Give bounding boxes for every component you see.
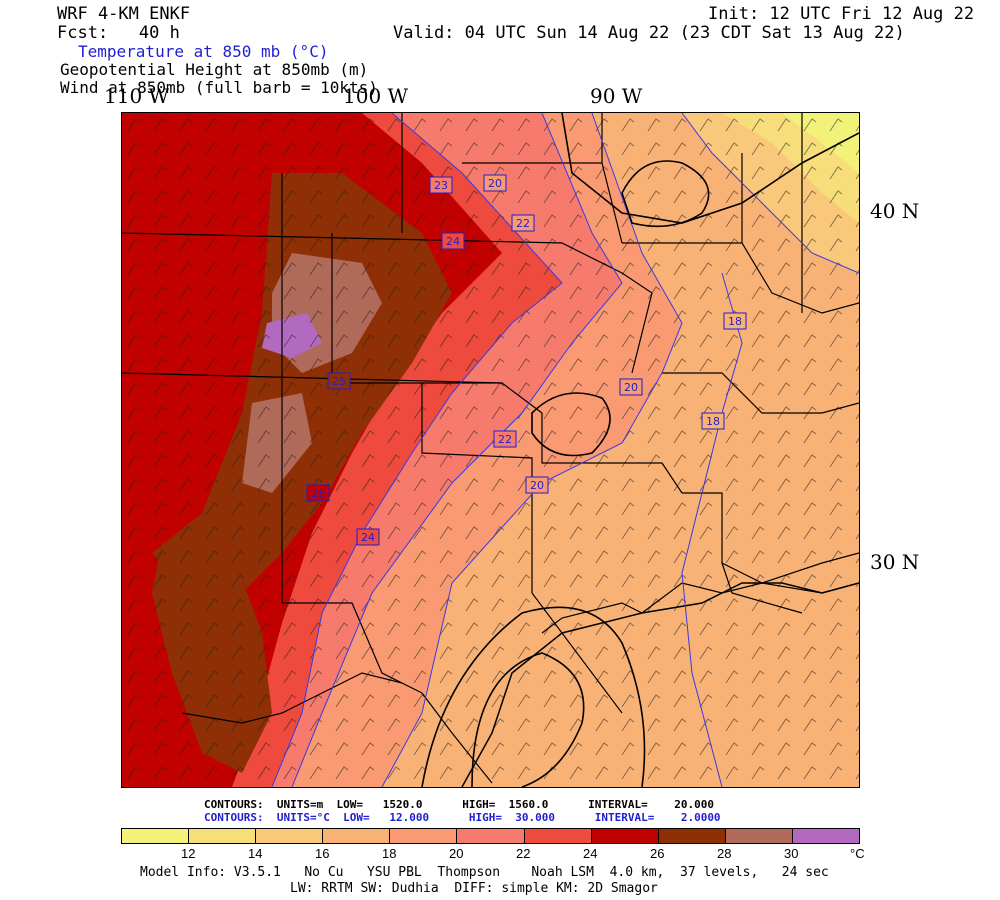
lon-label-90w: 90 W bbox=[590, 84, 643, 108]
color-swatch bbox=[725, 829, 793, 843]
isotherm-lines bbox=[271, 113, 859, 787]
contour-label: 26 bbox=[311, 487, 325, 500]
lat-label-30n: 30 N bbox=[870, 550, 920, 574]
color-swatch bbox=[122, 829, 190, 843]
valid-time: Valid: 04 UTC Sun 14 Aug 22 (23 CDT Sat … bbox=[393, 23, 905, 43]
wind-barbs bbox=[122, 113, 859, 787]
state-borders bbox=[122, 113, 859, 784]
contour-label: 22 bbox=[516, 217, 530, 230]
contour-label: 24 bbox=[361, 531, 375, 544]
color-swatch bbox=[792, 829, 860, 843]
contour-label-group: 23 20 22 24 25 26 24 22 20 20 18 18 bbox=[306, 174, 747, 546]
colorbar-unit: °C bbox=[850, 846, 865, 861]
model-info: Model Info: V3.5.1 No Cu YSU PBL Thompso… bbox=[140, 865, 829, 880]
contour-label: 22 bbox=[498, 433, 512, 446]
color-swatch bbox=[658, 829, 726, 843]
color-swatch bbox=[591, 829, 659, 843]
temp-contours-info: CONTOURS: UNITS=°C LOW= 12.000 HIGH= 30.… bbox=[204, 811, 721, 824]
colorbar-tick: 24 bbox=[583, 846, 598, 861]
contour-label: 20 bbox=[624, 381, 638, 394]
init-time: Init: 12 UTC Fri 12 Aug 22 bbox=[708, 4, 975, 24]
colorbar-tick: 20 bbox=[449, 846, 464, 861]
physics-info: LW: RRTM SW: Dudhia DIFF: simple KM: 2D … bbox=[290, 881, 658, 896]
colorbar-tick: 26 bbox=[650, 846, 665, 861]
colorbar-tick: 16 bbox=[315, 846, 330, 861]
field-temperature-label: Temperature at 850 mb (°C) bbox=[78, 42, 329, 61]
color-scale-bar bbox=[121, 828, 860, 844]
color-swatch bbox=[457, 829, 525, 843]
contour-label: 24 bbox=[446, 235, 460, 248]
lon-label-110w: 110 W bbox=[104, 84, 170, 108]
lat-label-40n: 40 N bbox=[870, 199, 920, 223]
colorbar-tick: 30 bbox=[784, 846, 799, 861]
color-swatch bbox=[390, 829, 458, 843]
height-contours-info: CONTOURS: UNITS=m LOW= 1520.0 HIGH= 1560… bbox=[204, 798, 714, 811]
contour-label: 23 bbox=[434, 179, 448, 192]
colorbar-tick: 18 bbox=[382, 846, 397, 861]
colorbar-tick: 28 bbox=[717, 846, 732, 861]
gulf-coastline bbox=[461, 582, 859, 787]
temperature-field-map: 23 20 22 24 25 26 24 22 20 20 18 18 bbox=[122, 113, 859, 787]
contour-label: 18 bbox=[706, 415, 720, 428]
contour-label: 20 bbox=[488, 177, 502, 190]
field-height-label: Geopotential Height at 850mb (m) bbox=[60, 60, 369, 79]
field-wind-label: Wind at 850mb (full barb = 10kts) bbox=[60, 78, 378, 97]
height-contours bbox=[421, 113, 859, 787]
colorbar-tick: 14 bbox=[248, 846, 263, 861]
colorbar-tick: 12 bbox=[181, 846, 196, 861]
color-swatch bbox=[323, 829, 391, 843]
contour-label: 20 bbox=[530, 479, 544, 492]
contour-label: 18 bbox=[728, 315, 742, 328]
color-swatch bbox=[256, 829, 324, 843]
map-panel: 23 20 22 24 25 26 24 22 20 20 18 18 bbox=[121, 112, 860, 788]
color-swatch bbox=[189, 829, 257, 843]
color-swatch bbox=[524, 829, 592, 843]
model-title: WRF 4-KM ENKF bbox=[57, 4, 191, 24]
forecast-hour: Fcst: 40 h bbox=[57, 23, 180, 43]
colorbar-tick: 22 bbox=[516, 846, 531, 861]
contour-label: 25 bbox=[332, 375, 346, 388]
lon-label-100w: 100 W bbox=[343, 84, 409, 108]
